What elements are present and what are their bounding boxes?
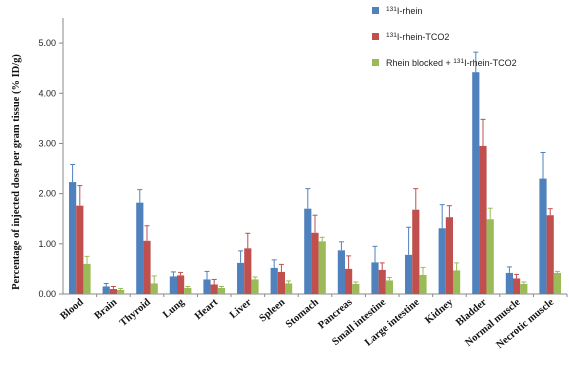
category-label: Heart [193,297,221,323]
legend-swatch [372,7,379,14]
category-label: Kidney [423,296,456,326]
y-tick-label: 3.00 [38,138,56,148]
bar [513,278,521,294]
bar [520,283,528,294]
bar [505,272,513,294]
bar [83,263,91,294]
y-tick-label: 0.00 [38,289,56,299]
category-label: Brain [93,297,120,322]
legend-label: 131I-rhein-TCO2 [386,32,449,42]
bar [177,275,185,294]
bar [117,289,125,294]
legend-swatch [372,59,379,66]
category-label: Stomach [284,297,321,331]
bar [385,280,393,294]
y-tick-label: 2.00 [38,189,56,199]
bar [479,145,487,294]
bar [486,219,494,294]
bar [143,240,151,294]
bar [203,279,211,294]
bar [102,286,110,294]
bar [244,248,252,294]
y-tick-label: 4.00 [38,88,56,98]
category-label: Liver [228,297,254,321]
category-label: Blood [59,297,86,322]
bar [217,287,225,294]
legend: 131I-rhein 131I-rhein-TCO2 Rhein blocked +… [372,6,517,68]
bar [553,272,561,294]
legend-label: 131I-rhein [386,6,422,16]
bar [76,205,84,294]
bar [445,217,453,294]
bar [318,241,326,294]
bar [304,208,312,294]
bar [405,254,413,294]
y-tick-label: 5.00 [38,38,56,48]
bar [184,287,192,294]
y-tick-label: 1.00 [38,239,56,249]
bar [453,270,461,294]
category-label: Spleen [257,297,287,325]
bar [371,262,379,294]
bar [136,202,144,294]
bar [150,283,158,294]
bar [251,279,259,294]
bars-layer [69,51,561,294]
legend-label: Rhein blocked + 131I-rhein-TCO2 [386,58,517,68]
bar [237,262,245,294]
bar [539,178,547,294]
bar [277,271,285,294]
category-label: Lung [161,296,187,320]
bar [285,283,293,294]
bar [345,268,353,294]
category-label: Necrotic muscle [494,297,556,351]
bar [352,283,360,294]
bar [69,182,77,294]
bar [412,209,420,294]
bar [546,215,554,294]
bar [109,288,117,294]
bar [210,284,218,294]
bar [378,269,386,294]
bar [169,276,177,294]
bar [419,274,427,294]
y-axis-title: Percentage of injected dose per gram tis… [11,54,22,290]
bar [438,228,446,294]
legend-swatch [372,33,379,40]
bar [311,232,319,294]
bar [472,72,480,294]
bar [337,250,345,294]
category-label: Thyroid [118,297,153,329]
bar [270,267,278,294]
